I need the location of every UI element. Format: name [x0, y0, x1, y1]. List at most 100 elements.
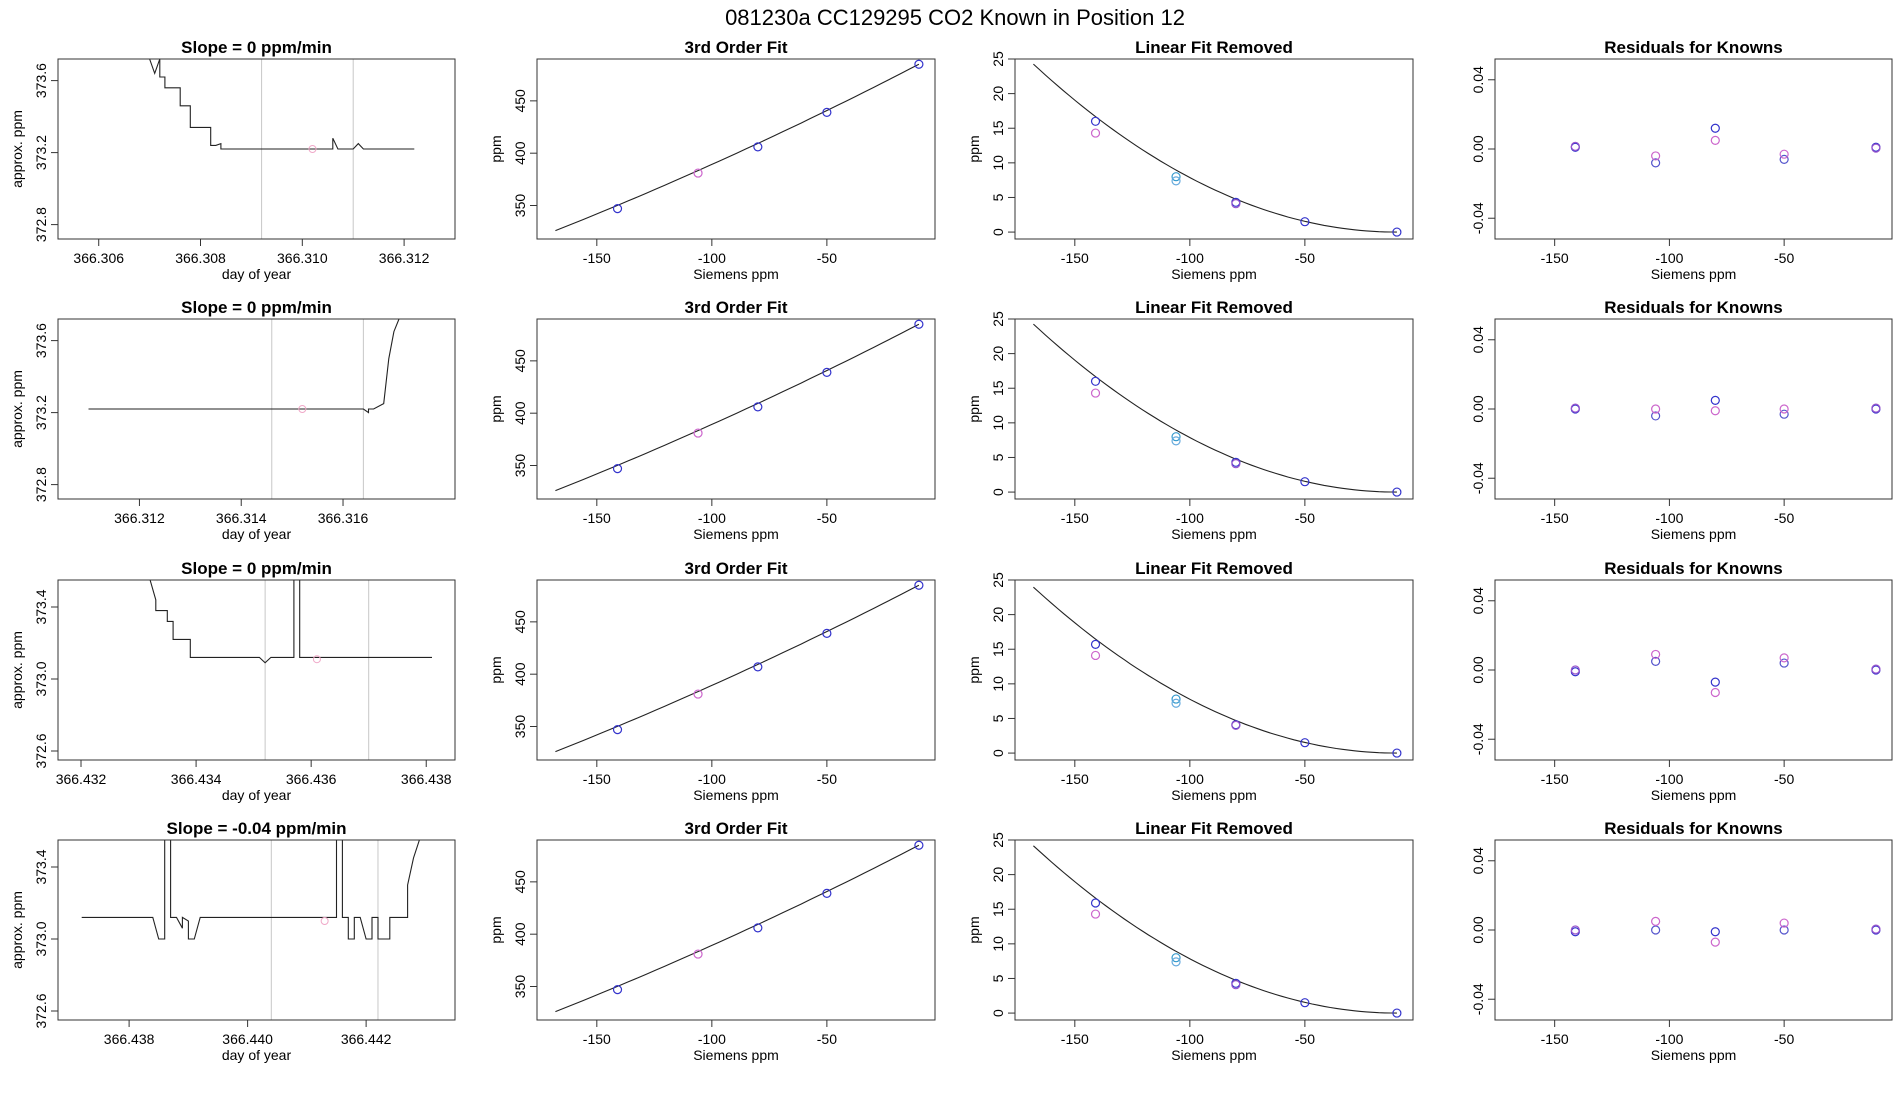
y-tick-label: 350: [512, 194, 528, 218]
data-point: [1300, 738, 1310, 748]
x-axis-label: day of year: [222, 1047, 292, 1063]
fit-curve: [1033, 586, 1397, 754]
data-point: [320, 917, 329, 925]
data-point: [1392, 487, 1402, 497]
fit-curve: [1033, 845, 1397, 1014]
panel-r4-c3: Linear Fit Removed -150 -100 -50 0 5 10 15 20 25 S…: [966, 819, 1414, 1063]
data-point: [1651, 158, 1661, 168]
data-point: [1779, 925, 1789, 935]
data-point: [822, 628, 832, 638]
data-point: [1871, 403, 1881, 413]
data-point: [1779, 918, 1789, 928]
y-tick-label: 25: [990, 311, 1006, 327]
x-tick-label: -150: [583, 250, 611, 266]
data-point: [753, 662, 763, 672]
plot-area: [1033, 586, 1402, 758]
panel-r1-c1: Slope = 0 ppm/min 366.306 366.308 366.310 36…: [9, 38, 456, 282]
plot-area: [1570, 395, 1881, 421]
plot-frame: [57, 579, 456, 761]
panel-title: 3rd Order Fit: [685, 38, 788, 57]
fit-curve: [555, 584, 920, 753]
y-axis-label: ppm: [966, 395, 982, 422]
x-tick-label: -100: [1176, 771, 1204, 787]
fit-curve: [555, 844, 920, 1013]
data-point: [1710, 937, 1720, 947]
panel-r2-c2: 3rd Order Fit -150 -100 -50 350 400 450 Siemens…: [488, 298, 936, 542]
series-line: [149, 580, 432, 664]
x-axis-label: Siemens ppm: [693, 787, 779, 803]
plot-frame: [1494, 318, 1893, 500]
y-tick-label: 373.2: [33, 395, 49, 430]
data-point: [1300, 217, 1310, 227]
y-axis-label: ppm: [488, 135, 504, 162]
fit-curve: [555, 63, 920, 232]
y-tick-label: 10: [990, 936, 1006, 952]
panel-r2-c4: Residuals for Knowns -150 -100 -50 -0.04 0.00…: [1470, 298, 1893, 542]
data-point: [1779, 653, 1789, 663]
y-tick-label: 372.6: [33, 993, 49, 1028]
y-tick-label: 450: [512, 89, 528, 113]
data-point: [1090, 639, 1101, 649]
data-point: [1171, 432, 1181, 442]
panel-r4-c4: Residuals for Knowns -150 -100 -50 -0.04 0.00…: [1470, 819, 1893, 1063]
data-point: [753, 402, 763, 412]
plot-frame: [57, 58, 456, 240]
plot-frame: [1014, 58, 1414, 240]
data-point: [1779, 409, 1789, 419]
plot-area: [1570, 649, 1881, 698]
data-point: [1710, 135, 1720, 145]
y-tick-label: 0: [990, 228, 1006, 236]
y-tick-label: 10: [990, 155, 1006, 171]
x-tick-label: 366.442: [341, 1031, 392, 1047]
x-tick-label: -150: [1541, 771, 1569, 787]
data-point: [1090, 116, 1101, 126]
plot-area: [555, 580, 924, 753]
x-tick-label: -100: [698, 250, 726, 266]
data-point: [1171, 957, 1181, 967]
plot-frame: [536, 839, 936, 1021]
y-tick-label: 372.6: [33, 733, 49, 768]
plot-area: [88, 319, 400, 499]
plot-frame: [1494, 839, 1893, 1021]
y-tick-label: 5: [990, 453, 1006, 461]
x-tick-label: -100: [1176, 250, 1204, 266]
plot-frame: [1014, 839, 1414, 1021]
panel-title: 3rd Order Fit: [685, 819, 788, 838]
y-tick-label: 0.00: [1470, 916, 1486, 943]
x-tick-label: 366.316: [318, 510, 369, 526]
data-point: [1651, 916, 1661, 926]
x-tick-label: -50: [1295, 771, 1315, 787]
plot-frame: [1014, 318, 1414, 500]
panel-title: Residuals for Knowns: [1604, 559, 1783, 578]
data-point: [1171, 176, 1181, 186]
panel-title: 3rd Order Fit: [685, 559, 788, 578]
panel-title: Residuals for Knowns: [1604, 298, 1783, 317]
data-point: [1090, 128, 1101, 138]
y-tick-label: 373.2: [33, 135, 49, 170]
data-point: [1231, 199, 1241, 209]
x-axis-label: Siemens ppm: [1171, 526, 1257, 542]
y-axis-label: ppm: [966, 656, 982, 683]
x-tick-label: -50: [817, 771, 837, 787]
x-tick-label: -50: [1295, 250, 1315, 266]
data-point: [1171, 953, 1181, 963]
x-axis-label: Siemens ppm: [1651, 787, 1737, 803]
panel-r1-c4: Residuals for Knowns -150 -100 -50 -0.04 0.00…: [1470, 38, 1893, 282]
data-point: [1570, 141, 1580, 152]
y-axis-label: approx. ppm: [9, 891, 25, 969]
data-point: [1871, 664, 1881, 674]
plot-frame: [1014, 579, 1414, 761]
panel-r1-c2: 3rd Order Fit -150 -100 -50 350 400 450 Siemens…: [488, 38, 936, 282]
x-tick-label: -100: [698, 771, 726, 787]
data-point: [298, 405, 307, 413]
y-tick-label: 5: [990, 714, 1006, 722]
x-tick-label: -50: [1774, 510, 1794, 526]
y-tick-label: 0.00: [1470, 135, 1486, 162]
x-tick-label: -50: [1774, 1031, 1794, 1047]
x-tick-label: -100: [1176, 510, 1204, 526]
panel-title: Slope = -0.04 ppm/min: [167, 819, 347, 838]
data-point: [1651, 404, 1661, 414]
data-point: [914, 840, 924, 850]
x-axis-label: Siemens ppm: [1171, 266, 1257, 282]
data-point: [1710, 927, 1720, 937]
